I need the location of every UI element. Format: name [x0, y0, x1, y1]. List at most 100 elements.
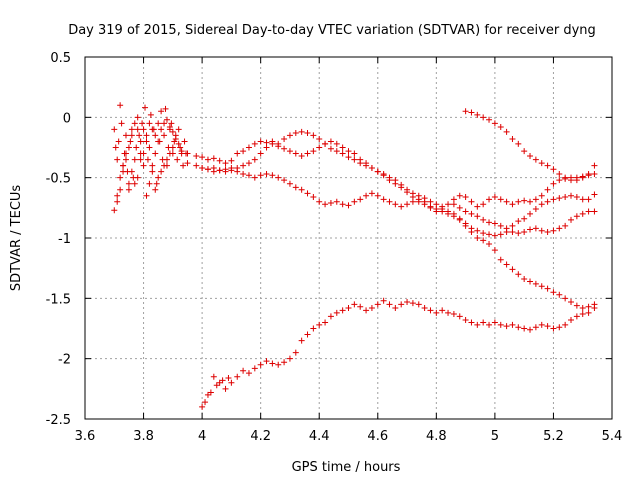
- data-point: [210, 373, 217, 380]
- data-point: [456, 204, 463, 211]
- data-point: [140, 150, 147, 157]
- data-point: [445, 309, 452, 316]
- data-point: [398, 203, 405, 210]
- x-tick-label: 3.8: [133, 429, 154, 444]
- data-point: [175, 126, 182, 133]
- data-point: [386, 198, 393, 205]
- data-point: [486, 321, 493, 328]
- chart-title: Day 319 of 2015, Sidereal Day-to-day VTE…: [68, 23, 596, 38]
- data-point: [180, 162, 187, 169]
- data-point: [532, 206, 539, 213]
- data-point: [486, 231, 493, 238]
- data-point: [228, 379, 235, 386]
- data-point: [462, 317, 469, 324]
- data-point: [316, 136, 323, 143]
- data-point: [532, 280, 539, 287]
- data-point: [114, 192, 121, 199]
- data-point: [137, 138, 144, 145]
- data-point: [497, 196, 504, 203]
- data-point: [474, 203, 481, 210]
- data-point: [445, 210, 452, 217]
- data-point: [474, 321, 481, 328]
- data-point: [550, 196, 557, 203]
- data-point: [292, 150, 299, 157]
- data-point: [234, 150, 241, 157]
- data-point: [210, 168, 217, 175]
- data-point: [409, 300, 416, 307]
- data-point: [298, 186, 305, 193]
- data-point: [117, 186, 124, 193]
- data-point: [357, 196, 364, 203]
- data-point: [398, 184, 405, 191]
- data-point: [327, 145, 334, 152]
- x-tick-label: 4.6: [367, 429, 388, 444]
- data-point: [152, 150, 159, 157]
- data-point: [245, 160, 252, 167]
- data-point: [550, 325, 557, 332]
- data-point: [184, 160, 191, 167]
- data-point: [169, 144, 176, 151]
- data-point: [339, 201, 346, 208]
- data-point: [491, 319, 498, 326]
- data-point: [245, 370, 252, 377]
- data-point: [573, 177, 580, 184]
- data-point: [585, 309, 592, 316]
- data-point: [503, 225, 510, 232]
- data-point: [333, 198, 340, 205]
- data-point: [515, 271, 522, 278]
- data-point: [327, 138, 334, 145]
- data-point: [322, 319, 329, 326]
- data-point: [351, 301, 358, 308]
- data-point: [544, 228, 551, 235]
- data-point: [579, 304, 586, 311]
- data-point: [515, 218, 522, 225]
- data-point: [122, 150, 129, 157]
- data-point: [114, 198, 121, 205]
- data-point: [368, 304, 375, 311]
- data-point: [339, 307, 346, 314]
- data-point: [568, 317, 575, 324]
- data-point: [269, 360, 276, 367]
- data-point: [509, 266, 516, 273]
- data-point: [503, 261, 510, 268]
- data-point: [263, 358, 270, 365]
- data-point: [474, 227, 481, 234]
- data-point: [497, 123, 504, 130]
- data-point: [450, 311, 457, 318]
- data-point: [114, 156, 121, 163]
- data-point: [222, 166, 229, 173]
- data-point: [404, 201, 411, 208]
- data-point: [149, 162, 156, 169]
- data-point: [310, 148, 317, 155]
- data-point: [486, 196, 493, 203]
- data-point: [450, 201, 457, 208]
- x-axis-label: GPS time / hours: [292, 460, 401, 475]
- data-point: [257, 361, 264, 368]
- series-lower-track: [199, 165, 598, 215]
- data-point: [456, 313, 463, 320]
- data-point: [161, 132, 168, 139]
- data-point: [298, 152, 305, 159]
- data-point: [304, 130, 311, 137]
- data-point: [333, 148, 340, 155]
- data-point: [521, 148, 528, 155]
- data-point: [286, 355, 293, 362]
- data-point: [143, 192, 150, 199]
- data-point: [207, 389, 214, 396]
- x-tick-label: 3.6: [75, 429, 96, 444]
- data-point: [122, 156, 129, 163]
- data-point: [579, 174, 586, 181]
- y-axis-ticks: 0.5 0 -0.5 -1 -1.5 -2 -2.5: [46, 51, 612, 428]
- data-point: [421, 304, 428, 311]
- data-point: [216, 157, 223, 164]
- data-point: [532, 196, 539, 203]
- data-point: [166, 150, 173, 157]
- data-point: [486, 241, 493, 248]
- x-tick-label: 4.2: [250, 429, 271, 444]
- data-point: [556, 324, 563, 331]
- data-point: [345, 202, 352, 209]
- data-points: [111, 102, 598, 410]
- data-point: [131, 120, 138, 127]
- data-point: [298, 128, 305, 135]
- data-point: [125, 186, 132, 193]
